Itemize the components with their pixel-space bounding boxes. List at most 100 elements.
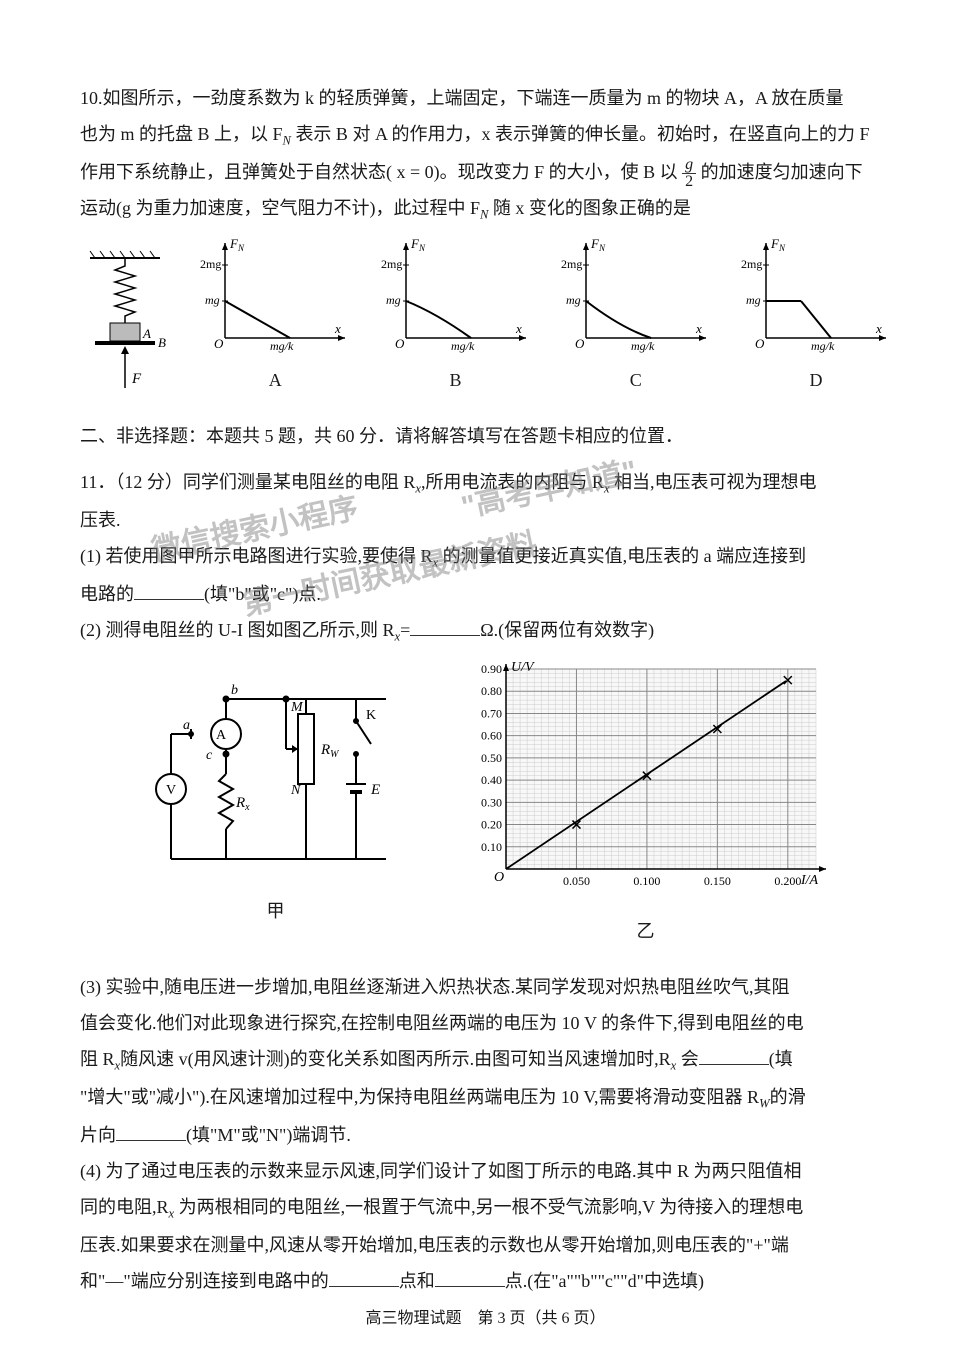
xtA: mg/k bbox=[270, 339, 294, 353]
q11-intro2: 压表. bbox=[80, 502, 891, 538]
page-footer: 高三物理试题 第 3 页（共 6 页） bbox=[0, 1303, 971, 1335]
svg-text:FN: FN bbox=[590, 238, 606, 253]
q11-part1b: 电路的(填"b"或"c")点. bbox=[80, 576, 891, 612]
svg-text:0.30: 0.30 bbox=[481, 796, 502, 810]
svg-text:mg: mg bbox=[386, 293, 401, 307]
graph-yi: U/V I/A O 0.10 0.20 0.30 0.40 0.50 0.60 0.70 0.… bbox=[456, 659, 836, 949]
svg-text:mg/k: mg/k bbox=[631, 339, 655, 353]
blank-4 bbox=[116, 1123, 186, 1141]
blank-3 bbox=[699, 1047, 769, 1065]
circuit-caption: 甲 bbox=[267, 893, 285, 929]
blank-5 bbox=[329, 1269, 399, 1287]
q10-l2a: 也为 m 的托盘 B 上，以 F bbox=[80, 124, 283, 144]
q11-p4a: (4) 为了通过电压表的示数来显示风速,同学们设计了如图丁所示的电路.其中 R … bbox=[80, 1153, 891, 1189]
svg-text:0.60: 0.60 bbox=[481, 729, 502, 743]
svg-text:Rx: Rx bbox=[235, 795, 250, 813]
q10-line3: 作用下系统静止，且弹簧处于自然状态( x = 0)。现改变力 F 的大小，使 B… bbox=[80, 154, 891, 190]
graph-A-svg: FN x O 2mg mg mg/k bbox=[200, 238, 350, 358]
q10-line2: 也为 m 的托盘 B 上，以 FN 表示 B 对 A 的作用力，x 表示弹簧的伸… bbox=[80, 116, 891, 154]
svg-text:0.20: 0.20 bbox=[481, 818, 502, 832]
svg-text:O: O bbox=[575, 336, 585, 351]
opt-A-label: A bbox=[269, 362, 282, 398]
svg-text:x: x bbox=[515, 321, 522, 336]
blank-2 bbox=[410, 618, 480, 636]
graph-C-svg: FN x O 2mg mg mg/k bbox=[561, 238, 711, 358]
svg-text:0.10: 0.10 bbox=[481, 840, 502, 854]
svg-text:mg/k: mg/k bbox=[811, 339, 835, 353]
xA: x bbox=[334, 321, 341, 336]
svg-text:b: b bbox=[231, 683, 238, 698]
opt-C-label: C bbox=[630, 362, 642, 398]
svg-text:I/A: I/A bbox=[800, 873, 819, 888]
svg-text:0.050: 0.050 bbox=[562, 874, 589, 888]
svg-text:M: M bbox=[290, 700, 304, 715]
q10-line4: 运动(g 为重力加速度，空气阻力不计)，此过程中 FN 随 x 变化的图象正确的… bbox=[80, 190, 891, 228]
q11-p3a: (3) 实验中,随电压进一步增加,电阻丝逐渐进入炽热状态.某同学发现对炽热电阻丝… bbox=[80, 969, 891, 1005]
svg-text:E: E bbox=[370, 782, 380, 798]
svg-text:A: A bbox=[215, 728, 226, 743]
svg-text:0.90: 0.90 bbox=[481, 662, 502, 676]
q10-graph-C: FN x O 2mg mg mg/k C bbox=[561, 238, 711, 398]
q11-p4e: 和"—"端应分别连接到电路中的点和点.(在"a""b""c""d"中选填) bbox=[80, 1263, 891, 1299]
q10-setup-diagram: A B F bbox=[80, 248, 170, 398]
svg-text:V: V bbox=[165, 783, 175, 798]
q10-graph-A: FN x O 2mg mg mg/k A bbox=[200, 238, 350, 398]
blank-6 bbox=[435, 1269, 505, 1287]
blank-1 bbox=[134, 582, 204, 600]
frac-den: 2 bbox=[682, 174, 696, 190]
svg-text:mg: mg bbox=[566, 293, 581, 307]
svg-text:O: O bbox=[494, 870, 504, 885]
ui-graph-svg: U/V I/A O 0.10 0.20 0.30 0.40 0.50 0.60 0.70 0.… bbox=[456, 659, 836, 909]
question-10: 10.如图所示，一劲度系数为 k 的轻质弹簧，上端固定，下端连一质量为 m 的物… bbox=[80, 80, 891, 398]
q10-figure-row: A B F FN x O 2mg mg mg/k bbox=[80, 238, 891, 398]
ytA: 2mg bbox=[200, 257, 221, 271]
q11-p3g: "增大"或"减小").在风速增加过程中,为保持电阻丝两端电压为 10 V,需要将… bbox=[80, 1079, 891, 1117]
q10-l3a: 作用下系统静止，且弹簧处于自然状态( x = 0)。现改变力 F 的大小，使 B… bbox=[80, 162, 682, 182]
svg-text:O: O bbox=[395, 336, 405, 351]
graph-caption: 乙 bbox=[637, 913, 655, 949]
question-11: 11．（12 分）同学们测量某电阻丝的电阻 Rx,所用电流表的内阻与 Rx 相当… bbox=[80, 464, 891, 1299]
svg-text:x: x bbox=[875, 321, 882, 336]
svg-text:0.80: 0.80 bbox=[481, 685, 502, 699]
q11-part2: (2) 测得电阻丝的 U-I 图如图乙所示,则 Rx=Ω.(保留两位有效数字) bbox=[80, 612, 891, 650]
section-2-header: 二、非选择题：本题共 5 题，共 60 分．请将解答填写在答题卡相应的位置． bbox=[80, 418, 891, 454]
svg-text:c: c bbox=[206, 748, 213, 763]
svg-text:FN: FN bbox=[770, 238, 786, 253]
q11-part1: (1) 若使用图甲所示电路图进行实验,要使得 Rx 的测量值更接近真实值,电压表… bbox=[80, 538, 891, 576]
svg-text:0.70: 0.70 bbox=[481, 707, 502, 721]
svg-text:0.200: 0.200 bbox=[774, 874, 801, 888]
opt-D-label: D bbox=[810, 362, 823, 398]
q11-intro: 11．（12 分）同学们测量某电阻丝的电阻 Rx,所用电流表的内阻与 Rx 相当… bbox=[80, 464, 891, 502]
q11-p4b: 同的电阻,Rx 为两根相同的电阻丝,一根置于气流中,另一根不受气流影响,V 为待… bbox=[80, 1189, 891, 1227]
yA: FN bbox=[229, 238, 245, 253]
q11-p3c: 阻 Rx随风速 v(用风速计测)的变化关系如图丙所示.由图可知当风速增加时,Rx… bbox=[80, 1041, 891, 1079]
svg-text:FN: FN bbox=[410, 238, 426, 253]
svg-text:0.40: 0.40 bbox=[481, 773, 502, 787]
svg-text:0.100: 0.100 bbox=[633, 874, 660, 888]
svg-text:N: N bbox=[290, 783, 301, 798]
svg-text:U/V: U/V bbox=[511, 660, 535, 675]
q10-l2-sub: N bbox=[283, 134, 291, 148]
svg-text:2mg: 2mg bbox=[561, 257, 582, 271]
graph-B-svg: FN x O 2mg mg mg/k bbox=[381, 238, 531, 358]
svg-text:2mg: 2mg bbox=[741, 257, 762, 271]
q10-l3b: 的加速度匀加速向下 bbox=[701, 162, 863, 182]
graph-D-svg: FN x O 2mg mg mg/k bbox=[741, 238, 891, 358]
svg-text:0.50: 0.50 bbox=[481, 751, 502, 765]
q10-l4b: 随 x 变化的图象正确的是 bbox=[488, 198, 691, 218]
svg-text:K: K bbox=[366, 708, 376, 723]
circuit-jia: A V a b c Rx M N RW K E 甲 bbox=[136, 659, 416, 929]
q10-line1: 10.如图所示，一劲度系数为 k 的轻质弹簧，上端固定，下端连一质量为 m 的物… bbox=[80, 80, 891, 116]
svg-text:mg/k: mg/k bbox=[451, 339, 475, 353]
svg-text:mg: mg bbox=[746, 293, 761, 307]
svg-text:2mg: 2mg bbox=[381, 257, 402, 271]
svg-text:a: a bbox=[183, 718, 190, 733]
label-B: B bbox=[158, 335, 166, 350]
opt-B-label: B bbox=[449, 362, 461, 398]
q10-l4a: 运动(g 为重力加速度，空气阻力不计)，此过程中 F bbox=[80, 198, 480, 218]
q11-p4d: 压表.如果要求在测量中,风速从零开始增加,电压表的示数也从零开始增加,则电压表的… bbox=[80, 1227, 891, 1263]
q10-l2b: 表示 B 对 A 的作用力，x 表示弹簧的伸长量。初始时，在竖直向上的力 F bbox=[291, 124, 870, 144]
q11-p3b: 值会变化.他们对此现象进行探究,在控制电阻丝两端的电压为 10 V 的条件下,得… bbox=[80, 1005, 891, 1041]
q10-graph-B: FN x O 2mg mg mg/k B bbox=[381, 238, 531, 398]
q11-p3i: 片向(填"M"或"N")端调节. bbox=[80, 1117, 891, 1153]
